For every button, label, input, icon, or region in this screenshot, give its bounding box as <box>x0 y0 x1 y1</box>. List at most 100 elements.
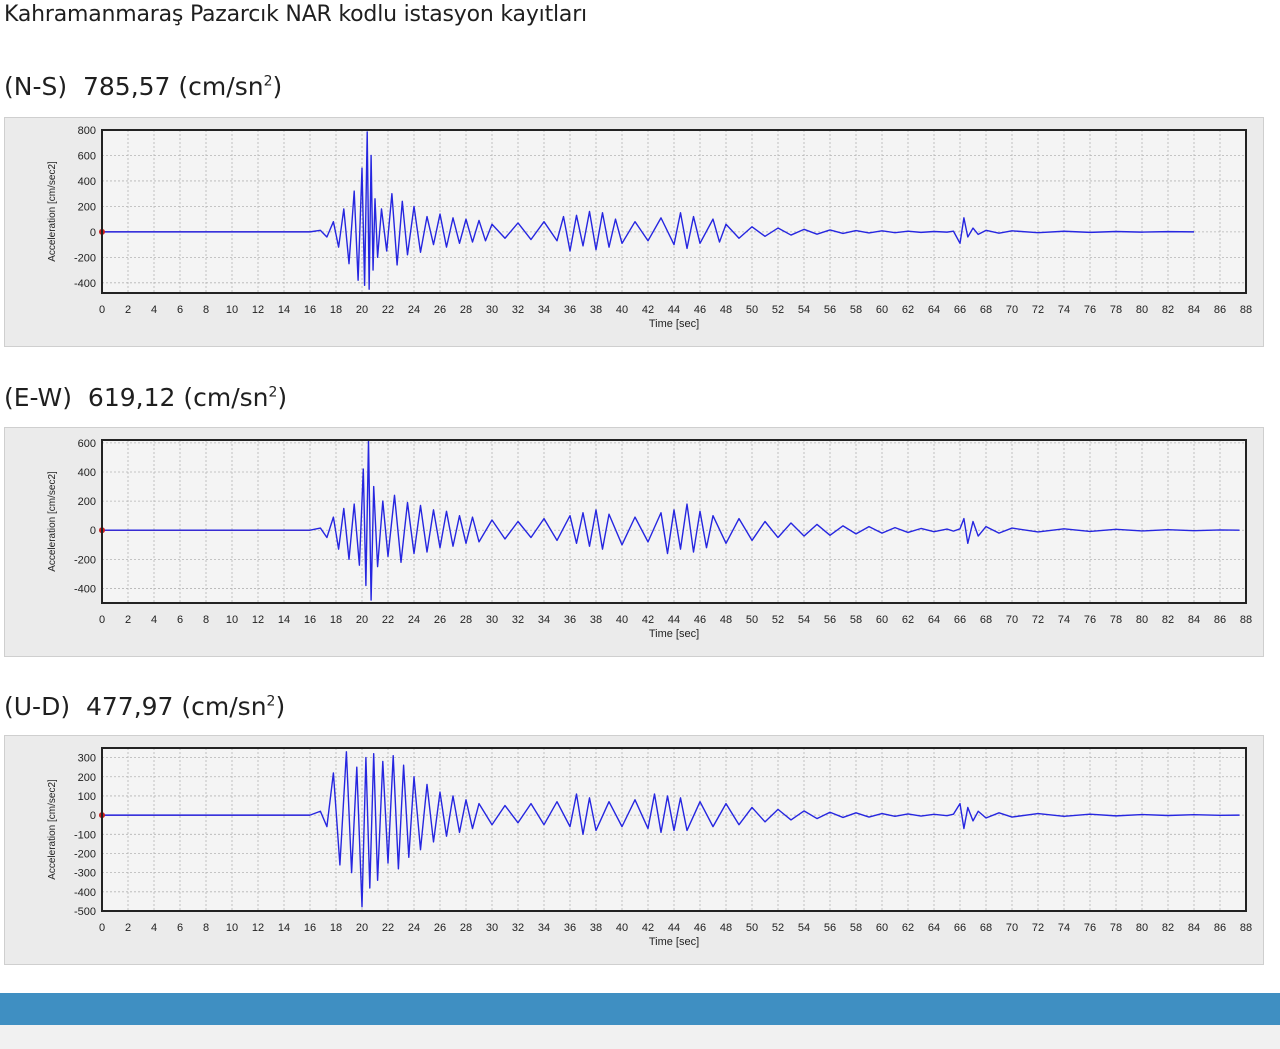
x-tick-label: 48 <box>720 304 732 316</box>
x-tick-label: 4 <box>151 304 157 316</box>
x-tick-label: 50 <box>746 922 758 934</box>
x-tick-label: 8 <box>203 922 209 934</box>
y-tick-label: -200 <box>74 554 96 566</box>
x-tick-label: 64 <box>928 304 940 316</box>
x-tick-label: 40 <box>616 614 628 626</box>
acceleration-trace <box>102 131 1195 290</box>
x-tick-label: 2 <box>125 614 131 626</box>
x-tick-label: 28 <box>460 304 472 316</box>
plot-frame <box>101 439 1247 604</box>
x-tick-label: 42 <box>642 614 654 626</box>
x-tick-label: 12 <box>252 922 264 934</box>
component-heading-ns: (N-S) 785,57 (cm/sn2) <box>4 72 282 101</box>
y-tick-label: 800 <box>78 125 96 137</box>
x-tick-label: 4 <box>151 614 157 626</box>
x-tick-label: 18 <box>330 304 342 316</box>
x-tick-label: 12 <box>252 614 264 626</box>
x-tick-label: 62 <box>902 304 914 316</box>
component-label-ew: (E-W) 619,12 (cm/sn <box>4 383 269 412</box>
x-tick-label: 32 <box>512 922 524 934</box>
x-tick-label: 56 <box>824 922 836 934</box>
plot-frame <box>101 129 1247 294</box>
x-tick-label: 44 <box>668 922 680 934</box>
component-heading-ud: (U-D) 477,97 (cm/sn2) <box>4 692 285 721</box>
y-tick-label: -300 <box>74 868 96 880</box>
x-tick-label: 2 <box>125 304 131 316</box>
plot-frame <box>101 747 1247 912</box>
x-tick-label: 52 <box>772 304 784 316</box>
x-tick-label: 54 <box>798 922 810 934</box>
seismogram-chart-ud: 0 2 4 6 8 10 12 14 16 18 20 22 24 26 28 30 32 34 36 38 40 42 4… <box>47 747 1252 948</box>
x-tick-label: 76 <box>1084 614 1096 626</box>
x-tick-label: 72 <box>1032 304 1044 316</box>
x-tick-label: 70 <box>1006 922 1018 934</box>
y-axis-title: Acceleration [cm/sec2] <box>47 161 58 262</box>
y-tick-label: 200 <box>78 201 96 213</box>
component-heading-ew: (E-W) 619,12 (cm/sn2) <box>4 383 287 412</box>
seismogram-chart-ew: 0 2 4 6 8 10 12 14 16 18 20 22 24 26 28 30 32 34 36 38 40 42 4… <box>47 438 1252 640</box>
y-tick-label: -400 <box>74 278 96 290</box>
x-tick-label: 82 <box>1162 922 1174 934</box>
x-tick-label: 14 <box>278 922 290 934</box>
x-tick-label: 22 <box>382 614 394 626</box>
x-tick-label: 0 <box>99 922 105 934</box>
x-tick-label: 22 <box>382 304 394 316</box>
x-tick-label: 16 <box>304 304 316 316</box>
x-tick-label: 54 <box>798 304 810 316</box>
y-tick-label: 0 <box>90 227 96 239</box>
x-tick-label: 66 <box>954 304 966 316</box>
x-tick-label: 42 <box>642 304 654 316</box>
x-tick-label: 52 <box>772 614 784 626</box>
y-tick-label: 400 <box>78 176 96 188</box>
x-tick-label: 8 <box>203 614 209 626</box>
x-tick-label: 44 <box>668 614 680 626</box>
x-tick-label: 70 <box>1006 304 1018 316</box>
x-tick-label: 36 <box>564 922 576 934</box>
seismogram-chart-ns: 0 2 4 6 8 10 12 14 16 18 20 22 24 26 28 30 32 34 36 38 40 42 4… <box>47 125 1252 330</box>
x-tick-label: 50 <box>746 304 758 316</box>
x-tick-label: 0 <box>99 614 105 626</box>
x-tick-label: 38 <box>590 304 602 316</box>
x-tick-label: 32 <box>512 614 524 626</box>
x-tick-label: 42 <box>642 922 654 934</box>
x-tick-label: 26 <box>434 922 446 934</box>
x-tick-label: 88 <box>1240 614 1252 626</box>
x-tick-label: 74 <box>1058 922 1070 934</box>
x-tick-label: 60 <box>876 304 888 316</box>
x-tick-label: 36 <box>564 304 576 316</box>
x-tick-label: 68 <box>980 304 992 316</box>
x-tick-label: 32 <box>512 304 524 316</box>
x-tick-label: 86 <box>1214 614 1226 626</box>
x-tick-label: 10 <box>226 304 238 316</box>
x-tick-label: 10 <box>226 922 238 934</box>
y-tick-label: -400 <box>74 583 96 595</box>
y-tick-label: 0 <box>90 810 96 822</box>
x-tick-label: 40 <box>616 922 628 934</box>
x-tick-label: 62 <box>902 922 914 934</box>
x-tick-label: 62 <box>902 614 914 626</box>
y-tick-label: -100 <box>74 829 96 841</box>
x-tick-label: 46 <box>694 922 706 934</box>
x-tick-label: 24 <box>408 922 420 934</box>
x-tick-label: 18 <box>330 922 342 934</box>
y-tick-label: 0 <box>90 525 96 537</box>
x-tick-label: 50 <box>746 614 758 626</box>
x-tick-label: 16 <box>304 614 316 626</box>
page-title: Kahramanmaraş Pazarcık NAR kodlu istasyo… <box>4 2 587 27</box>
y-tick-label: 600 <box>78 438 96 450</box>
x-tick-label: 74 <box>1058 304 1070 316</box>
acceleration-trace <box>102 439 1240 601</box>
component-suffix-ud: ) <box>275 692 286 721</box>
x-tick-label: 64 <box>928 922 940 934</box>
component-sup-ud: 2 <box>266 693 276 710</box>
x-tick-label: 0 <box>99 304 105 316</box>
x-axis-title: Time [sec] <box>649 936 699 948</box>
x-tick-label: 44 <box>668 304 680 316</box>
x-tick-label: 82 <box>1162 304 1174 316</box>
x-tick-label: 76 <box>1084 304 1096 316</box>
footer-strip <box>0 1025 1280 1049</box>
x-tick-label: 36 <box>564 614 576 626</box>
y-tick-label: 200 <box>78 496 96 508</box>
x-tick-label: 66 <box>954 614 966 626</box>
x-tick-label: 52 <box>772 922 784 934</box>
